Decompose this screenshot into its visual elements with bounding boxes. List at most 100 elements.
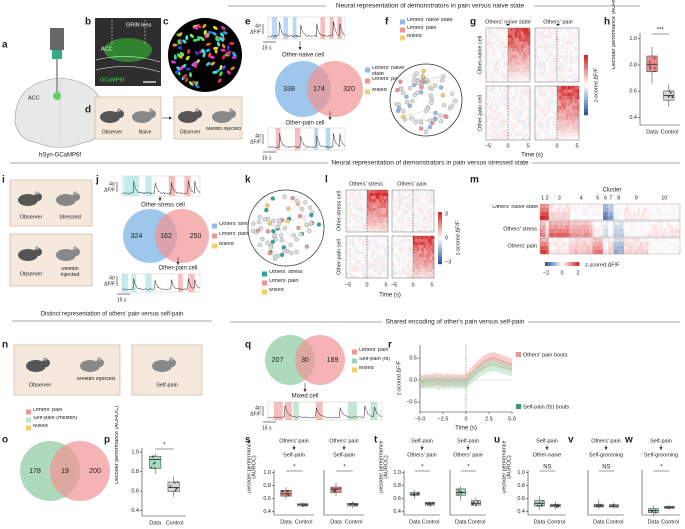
heat-cell [561,78,564,83]
dot [152,455,154,458]
heat-cell [576,113,580,117]
label: Self-pain [411,438,433,444]
heat-cell [423,251,426,255]
heat-cell [570,133,573,137]
heat-cell [417,205,420,209]
heat-cell [667,233,670,238]
heat-cell [561,75,564,79]
heat-cell [669,233,672,238]
heat-cell [643,221,646,226]
heat-cell [362,239,366,243]
heat-cell [352,236,355,240]
heat-cell [576,204,579,209]
heat-cell [572,92,575,97]
heat-cell [350,217,353,221]
heat-cell [535,75,538,79]
scale-label: ΔF/F [250,29,261,35]
heat-cell [375,223,378,227]
heat-cell [613,250,616,255]
heat-cell [346,190,349,194]
heat-cell [664,242,667,247]
heat-cell [402,211,405,215]
heat-cell [568,34,571,39]
heat-cell [678,221,681,226]
heat-cell [648,233,651,238]
heat-cell [565,133,569,137]
heat-cell [565,109,569,114]
heat-cell [521,58,524,62]
heat-cell [568,242,570,247]
stimulus-bout [283,17,289,39]
heat-cell [662,229,665,234]
heat-cell [566,229,569,234]
heat-cell [501,106,504,110]
heat-cell [525,116,528,120]
heat-cell [373,257,376,261]
heat-cell [615,233,618,238]
heat-cell [565,102,569,107]
heat-cell [501,86,504,90]
heat-cell [362,199,366,203]
heat-cell [505,31,509,35]
heat-cell [552,136,555,141]
heat-cell [362,190,366,194]
heat-cell [592,208,595,213]
heat-cell [620,216,623,221]
heat-cell [641,229,644,234]
heat-cell [519,102,522,107]
heat-cell [375,272,378,276]
heat-cell [583,229,586,234]
heat-cell [410,272,414,276]
heat-cell [385,263,389,267]
heat-cell [540,246,542,251]
heat-cell [557,225,560,230]
heat-cell [541,92,544,97]
venn-count: 19 [61,468,69,475]
heat-cell [561,89,564,93]
heat-cell [535,92,538,97]
heat-cell [490,28,493,32]
heat-cell [501,71,504,76]
heat-cell [539,136,542,141]
heat-cell [425,196,428,200]
heat-cell [563,71,566,76]
heat-cell [543,250,546,255]
heat-cell [561,119,564,124]
heat-cell [543,44,547,49]
heat-cell [583,242,586,247]
network-node [440,78,445,83]
colorbar-tick: −2 [543,270,549,276]
heat-cell [419,226,422,230]
heat-cell [510,31,513,35]
heat-cell [659,238,661,243]
heat-cell [408,269,412,273]
heat-cell [505,75,509,79]
heat-cell [400,245,403,249]
heat-cell [570,129,573,134]
heat-cell [398,266,401,270]
heat-cell [678,250,681,255]
heat-cell [404,266,407,270]
heat-cell [557,41,560,46]
heat-cell [552,61,555,66]
heat-cell [394,266,397,270]
heat-cell [490,109,493,114]
heat-cell [563,68,566,73]
heat-cell [383,223,387,227]
heat-cell [519,58,522,62]
heat-cell [494,129,498,134]
mouse-icon [178,111,198,123]
heat-cell [508,51,511,56]
heat-cell [550,250,553,255]
heat-cell [565,58,569,62]
heat-cell [541,225,544,230]
heat-cell [547,216,549,221]
legend-swatch [400,35,405,41]
heat-cell [552,78,555,83]
heat-cell [539,75,542,79]
microscope [50,28,64,50]
heat-cell [396,199,399,203]
heat-cell [568,86,571,90]
label: Mixed cell [292,394,319,400]
